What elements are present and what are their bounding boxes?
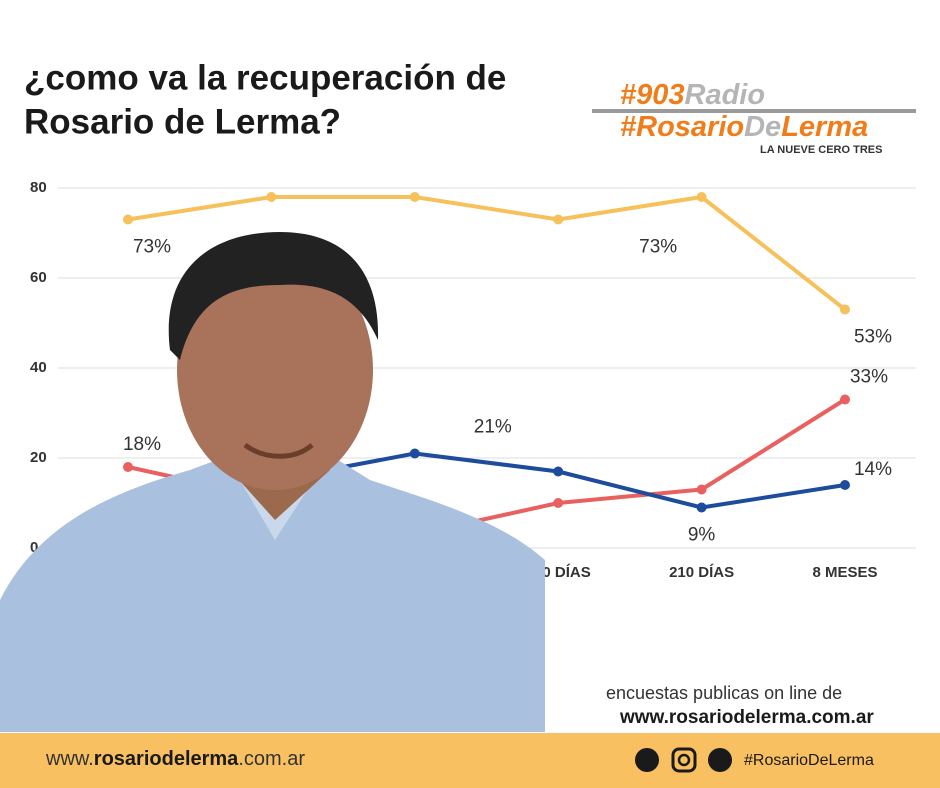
data-point	[553, 466, 564, 477]
data-point	[840, 304, 850, 315]
logo-line: #903Radio	[620, 79, 765, 111]
instagram-lens	[677, 753, 691, 767]
photo	[0, 232, 545, 732]
data-label: 14%	[854, 459, 892, 480]
face	[177, 250, 373, 490]
shirt	[0, 455, 545, 732]
data-point	[123, 214, 133, 225]
data-point	[696, 484, 707, 495]
logo-line: #RosarioDeLerma	[620, 111, 868, 143]
data-label: 33%	[850, 367, 888, 388]
data-point	[409, 448, 420, 459]
data-label: 53%	[854, 327, 892, 348]
logo-tagline: LA NUEVE CERO TRES	[760, 144, 882, 156]
data-label: 21%	[474, 417, 512, 438]
data-point	[696, 192, 707, 202]
x-tick-label: 8 MESES	[812, 564, 877, 581]
logo-part: Lerma	[781, 111, 868, 143]
data-label: 9%	[688, 525, 716, 546]
source-note: encuestas publicas on line de	[606, 683, 842, 703]
source-url: www.rosariodelerma.com.ar	[619, 707, 874, 728]
logo-part: #903	[620, 79, 685, 111]
facebook-icon[interactable]	[635, 748, 659, 772]
instagram-icon[interactable]	[671, 747, 697, 773]
footer-part: www.	[45, 748, 94, 770]
twitter-icon[interactable]	[708, 748, 732, 772]
footer-site: www.rosariodelerma.com.ar	[45, 748, 305, 770]
y-tick-label: 20	[30, 449, 47, 466]
data-point	[553, 214, 564, 225]
footer-hashtag: #RosarioDeLerma	[744, 752, 874, 769]
data-point	[266, 192, 277, 202]
logo-part: #Rosario	[620, 111, 744, 143]
footer-part: rosariodelerma	[94, 748, 239, 770]
logo-part: Radio	[685, 79, 766, 111]
data-point	[553, 498, 564, 508]
footer-bar	[0, 733, 940, 788]
data-label: 18%	[123, 434, 161, 455]
data-point	[696, 502, 707, 513]
y-tick-label: 60	[30, 269, 47, 286]
logo-part: De	[744, 111, 781, 143]
data-label: 73%	[133, 237, 171, 258]
data-point	[409, 192, 420, 202]
hair	[168, 232, 379, 360]
data-point	[123, 462, 133, 472]
y-tick-label: 40	[30, 359, 47, 376]
data-point	[840, 394, 850, 405]
series-line	[127, 195, 847, 312]
data-label: 73%	[639, 237, 677, 258]
logo: #903Radio #RosarioDeLerma	[592, 79, 916, 143]
y-tick-label: 0	[30, 539, 38, 556]
footer-part: .com.ar	[238, 748, 305, 770]
mouth	[243, 442, 314, 459]
x-tick-label: 210 DÍAS	[669, 564, 734, 581]
data-point	[840, 480, 850, 490]
chart-title: Rosario de Lerma?	[24, 102, 341, 141]
y-tick-label: 80	[30, 179, 47, 196]
chart-title: ¿como va la recuperación de	[24, 58, 506, 97]
